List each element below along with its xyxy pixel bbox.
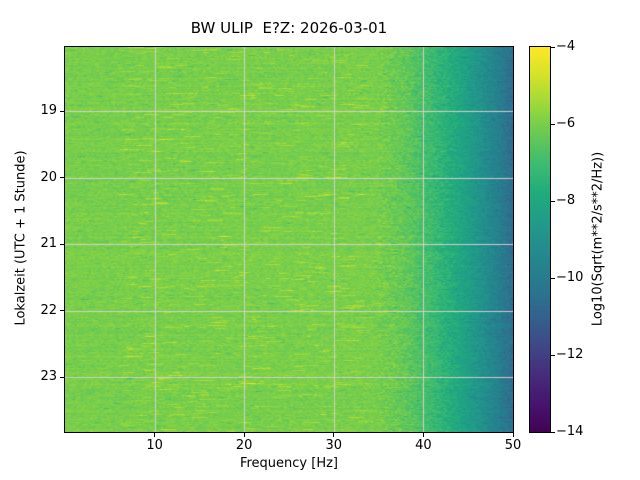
colorbar-tick-label: −12 <box>556 347 584 362</box>
colorbar-tick-mark <box>551 431 555 433</box>
y-tick-mark <box>60 243 64 245</box>
y-tick-mark <box>60 110 64 112</box>
spectrogram-canvas <box>65 47 513 432</box>
colorbar-tick-mark <box>551 46 555 48</box>
colorbar-gradient <box>530 47 550 432</box>
x-tick-label: 10 <box>146 438 163 453</box>
colorbar <box>529 46 551 433</box>
x-tick-label: 50 <box>504 438 522 453</box>
x-tick-label: 40 <box>415 438 432 453</box>
y-axis-label: Lokalzeit (UTC + 1 Stunde) <box>13 150 29 326</box>
y-tick-label: 23 <box>40 369 57 385</box>
plot-title: BW ULIP E?Z: 2026-03-01 <box>190 19 388 37</box>
y-tick-label: 22 <box>40 302 57 318</box>
spectrogram-axes <box>64 46 514 433</box>
colorbar-tick-label: −10 <box>556 270 584 285</box>
x-tick-label: 30 <box>325 438 343 453</box>
colorbar-tick-mark <box>551 123 555 125</box>
x-axis-label: Frequency [Hz] <box>239 456 339 471</box>
y-tick-label: 21 <box>40 236 57 252</box>
colorbar-tick-label: −6 <box>556 116 576 131</box>
y-tick-mark <box>60 310 64 312</box>
colorbar-tick-mark <box>551 200 555 202</box>
colorbar-tick-label: −4 <box>556 39 576 54</box>
colorbar-tick-mark <box>551 277 555 279</box>
x-tick-label: 20 <box>235 438 253 453</box>
y-tick-mark <box>60 376 64 378</box>
y-tick-mark <box>60 177 64 179</box>
colorbar-tick-mark <box>551 354 555 356</box>
colorbar-tick-label: −14 <box>556 424 584 439</box>
x-tick-mark <box>154 433 156 437</box>
colorbar-label: Log10(Sqrt(m**2/s**2/Hz)) <box>590 151 606 327</box>
x-tick-mark <box>333 433 335 437</box>
x-tick-mark <box>512 433 514 437</box>
x-tick-mark <box>243 433 245 437</box>
y-tick-label: 19 <box>40 103 57 119</box>
x-tick-mark <box>422 433 424 437</box>
y-tick-label: 20 <box>40 169 57 185</box>
colorbar-tick-label: −8 <box>556 193 576 208</box>
